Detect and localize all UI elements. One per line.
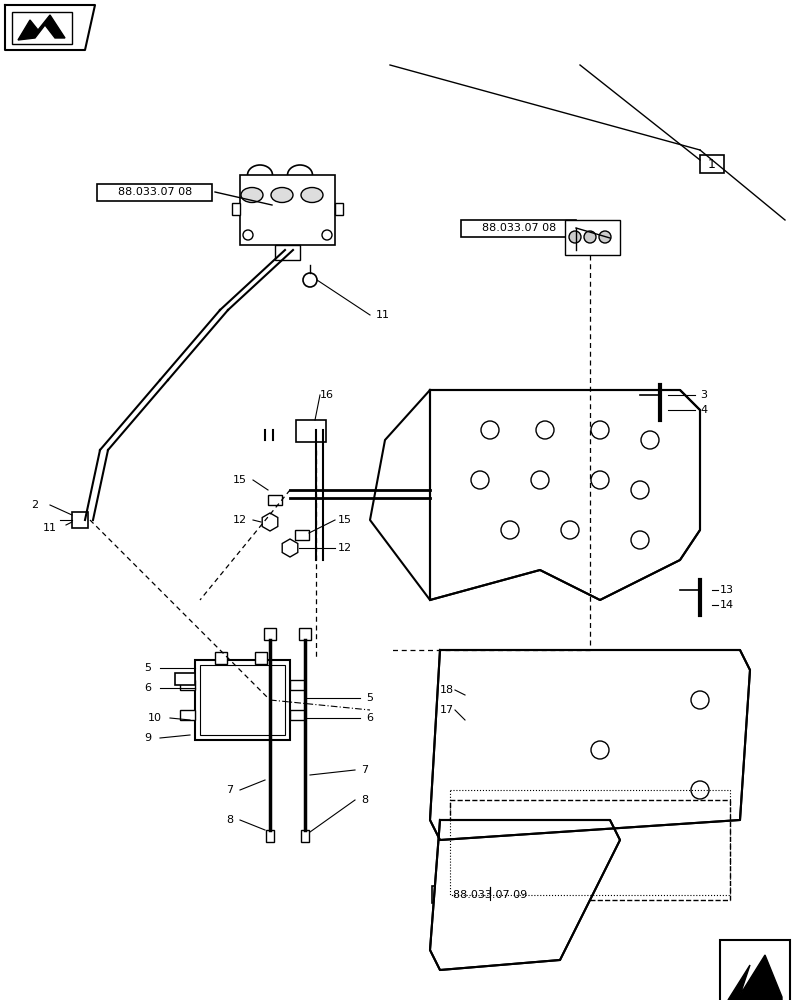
- Text: 13: 13: [719, 585, 733, 595]
- Bar: [97, 184, 212, 201]
- Bar: [719, 940, 789, 1000]
- Circle shape: [630, 481, 648, 499]
- Circle shape: [690, 781, 708, 799]
- Text: 88.033.07 08: 88.033.07 08: [481, 223, 556, 233]
- Ellipse shape: [241, 188, 263, 203]
- Bar: [296, 420, 325, 442]
- Bar: [12, 12, 72, 44]
- Circle shape: [590, 471, 608, 489]
- Bar: [175, 673, 195, 685]
- Text: 17: 17: [440, 705, 453, 715]
- Circle shape: [583, 231, 595, 243]
- Text: 9: 9: [144, 733, 152, 743]
- Polygon shape: [18, 15, 65, 40]
- Circle shape: [599, 231, 610, 243]
- Polygon shape: [5, 5, 95, 50]
- Bar: [180, 680, 195, 690]
- Circle shape: [569, 231, 581, 243]
- Text: 12: 12: [337, 543, 352, 553]
- Polygon shape: [430, 650, 749, 840]
- Bar: [461, 220, 576, 236]
- Circle shape: [242, 230, 253, 240]
- Circle shape: [590, 421, 608, 439]
- Circle shape: [640, 431, 659, 449]
- Circle shape: [560, 521, 578, 539]
- Bar: [215, 652, 227, 664]
- Bar: [301, 830, 309, 842]
- Text: 4: 4: [699, 405, 706, 415]
- Text: 15: 15: [233, 475, 247, 485]
- Circle shape: [590, 741, 608, 759]
- Bar: [266, 830, 273, 842]
- Text: 10: 10: [148, 713, 162, 723]
- Ellipse shape: [271, 188, 293, 203]
- Bar: [699, 155, 723, 173]
- Circle shape: [480, 421, 499, 439]
- Bar: [275, 245, 299, 260]
- Bar: [72, 512, 88, 528]
- Text: 8: 8: [361, 795, 368, 805]
- Text: 14: 14: [719, 600, 733, 610]
- Circle shape: [322, 230, 332, 240]
- Polygon shape: [430, 820, 620, 970]
- Text: 88.033.07 08: 88.033.07 08: [118, 187, 192, 197]
- Text: 88.033.07 09: 88.033.07 09: [453, 890, 526, 900]
- Bar: [290, 680, 305, 690]
- Polygon shape: [727, 955, 781, 1000]
- Bar: [294, 530, 309, 540]
- Bar: [298, 628, 311, 640]
- Text: 5: 5: [366, 693, 373, 703]
- Text: 2: 2: [32, 500, 38, 510]
- Bar: [264, 628, 276, 640]
- Bar: [564, 220, 620, 255]
- Circle shape: [690, 691, 708, 709]
- Text: 7: 7: [361, 765, 368, 775]
- Circle shape: [470, 471, 488, 489]
- Text: 3: 3: [699, 390, 706, 400]
- Ellipse shape: [301, 188, 323, 203]
- Text: 6: 6: [366, 713, 373, 723]
- Bar: [240, 175, 335, 245]
- Circle shape: [530, 471, 548, 489]
- Bar: [290, 710, 305, 720]
- Text: 7: 7: [226, 785, 234, 795]
- Text: 18: 18: [440, 685, 453, 695]
- Polygon shape: [430, 390, 699, 600]
- Bar: [449, 800, 729, 900]
- Text: 16: 16: [320, 390, 333, 400]
- Bar: [232, 203, 240, 215]
- Circle shape: [500, 521, 518, 539]
- Text: 12: 12: [233, 515, 247, 525]
- Text: 11: 11: [375, 310, 389, 320]
- Text: 8: 8: [226, 815, 234, 825]
- Text: 15: 15: [337, 515, 351, 525]
- Bar: [200, 665, 285, 735]
- Circle shape: [630, 531, 648, 549]
- Bar: [195, 660, 290, 740]
- Bar: [268, 495, 281, 505]
- Circle shape: [535, 421, 553, 439]
- Bar: [180, 710, 195, 720]
- Bar: [335, 203, 342, 215]
- Circle shape: [303, 273, 316, 287]
- Text: 6: 6: [144, 683, 152, 693]
- Bar: [255, 652, 267, 664]
- Text: 5: 5: [144, 663, 152, 673]
- Bar: [432, 886, 547, 904]
- Text: 11: 11: [43, 523, 57, 533]
- Text: 1: 1: [707, 158, 715, 171]
